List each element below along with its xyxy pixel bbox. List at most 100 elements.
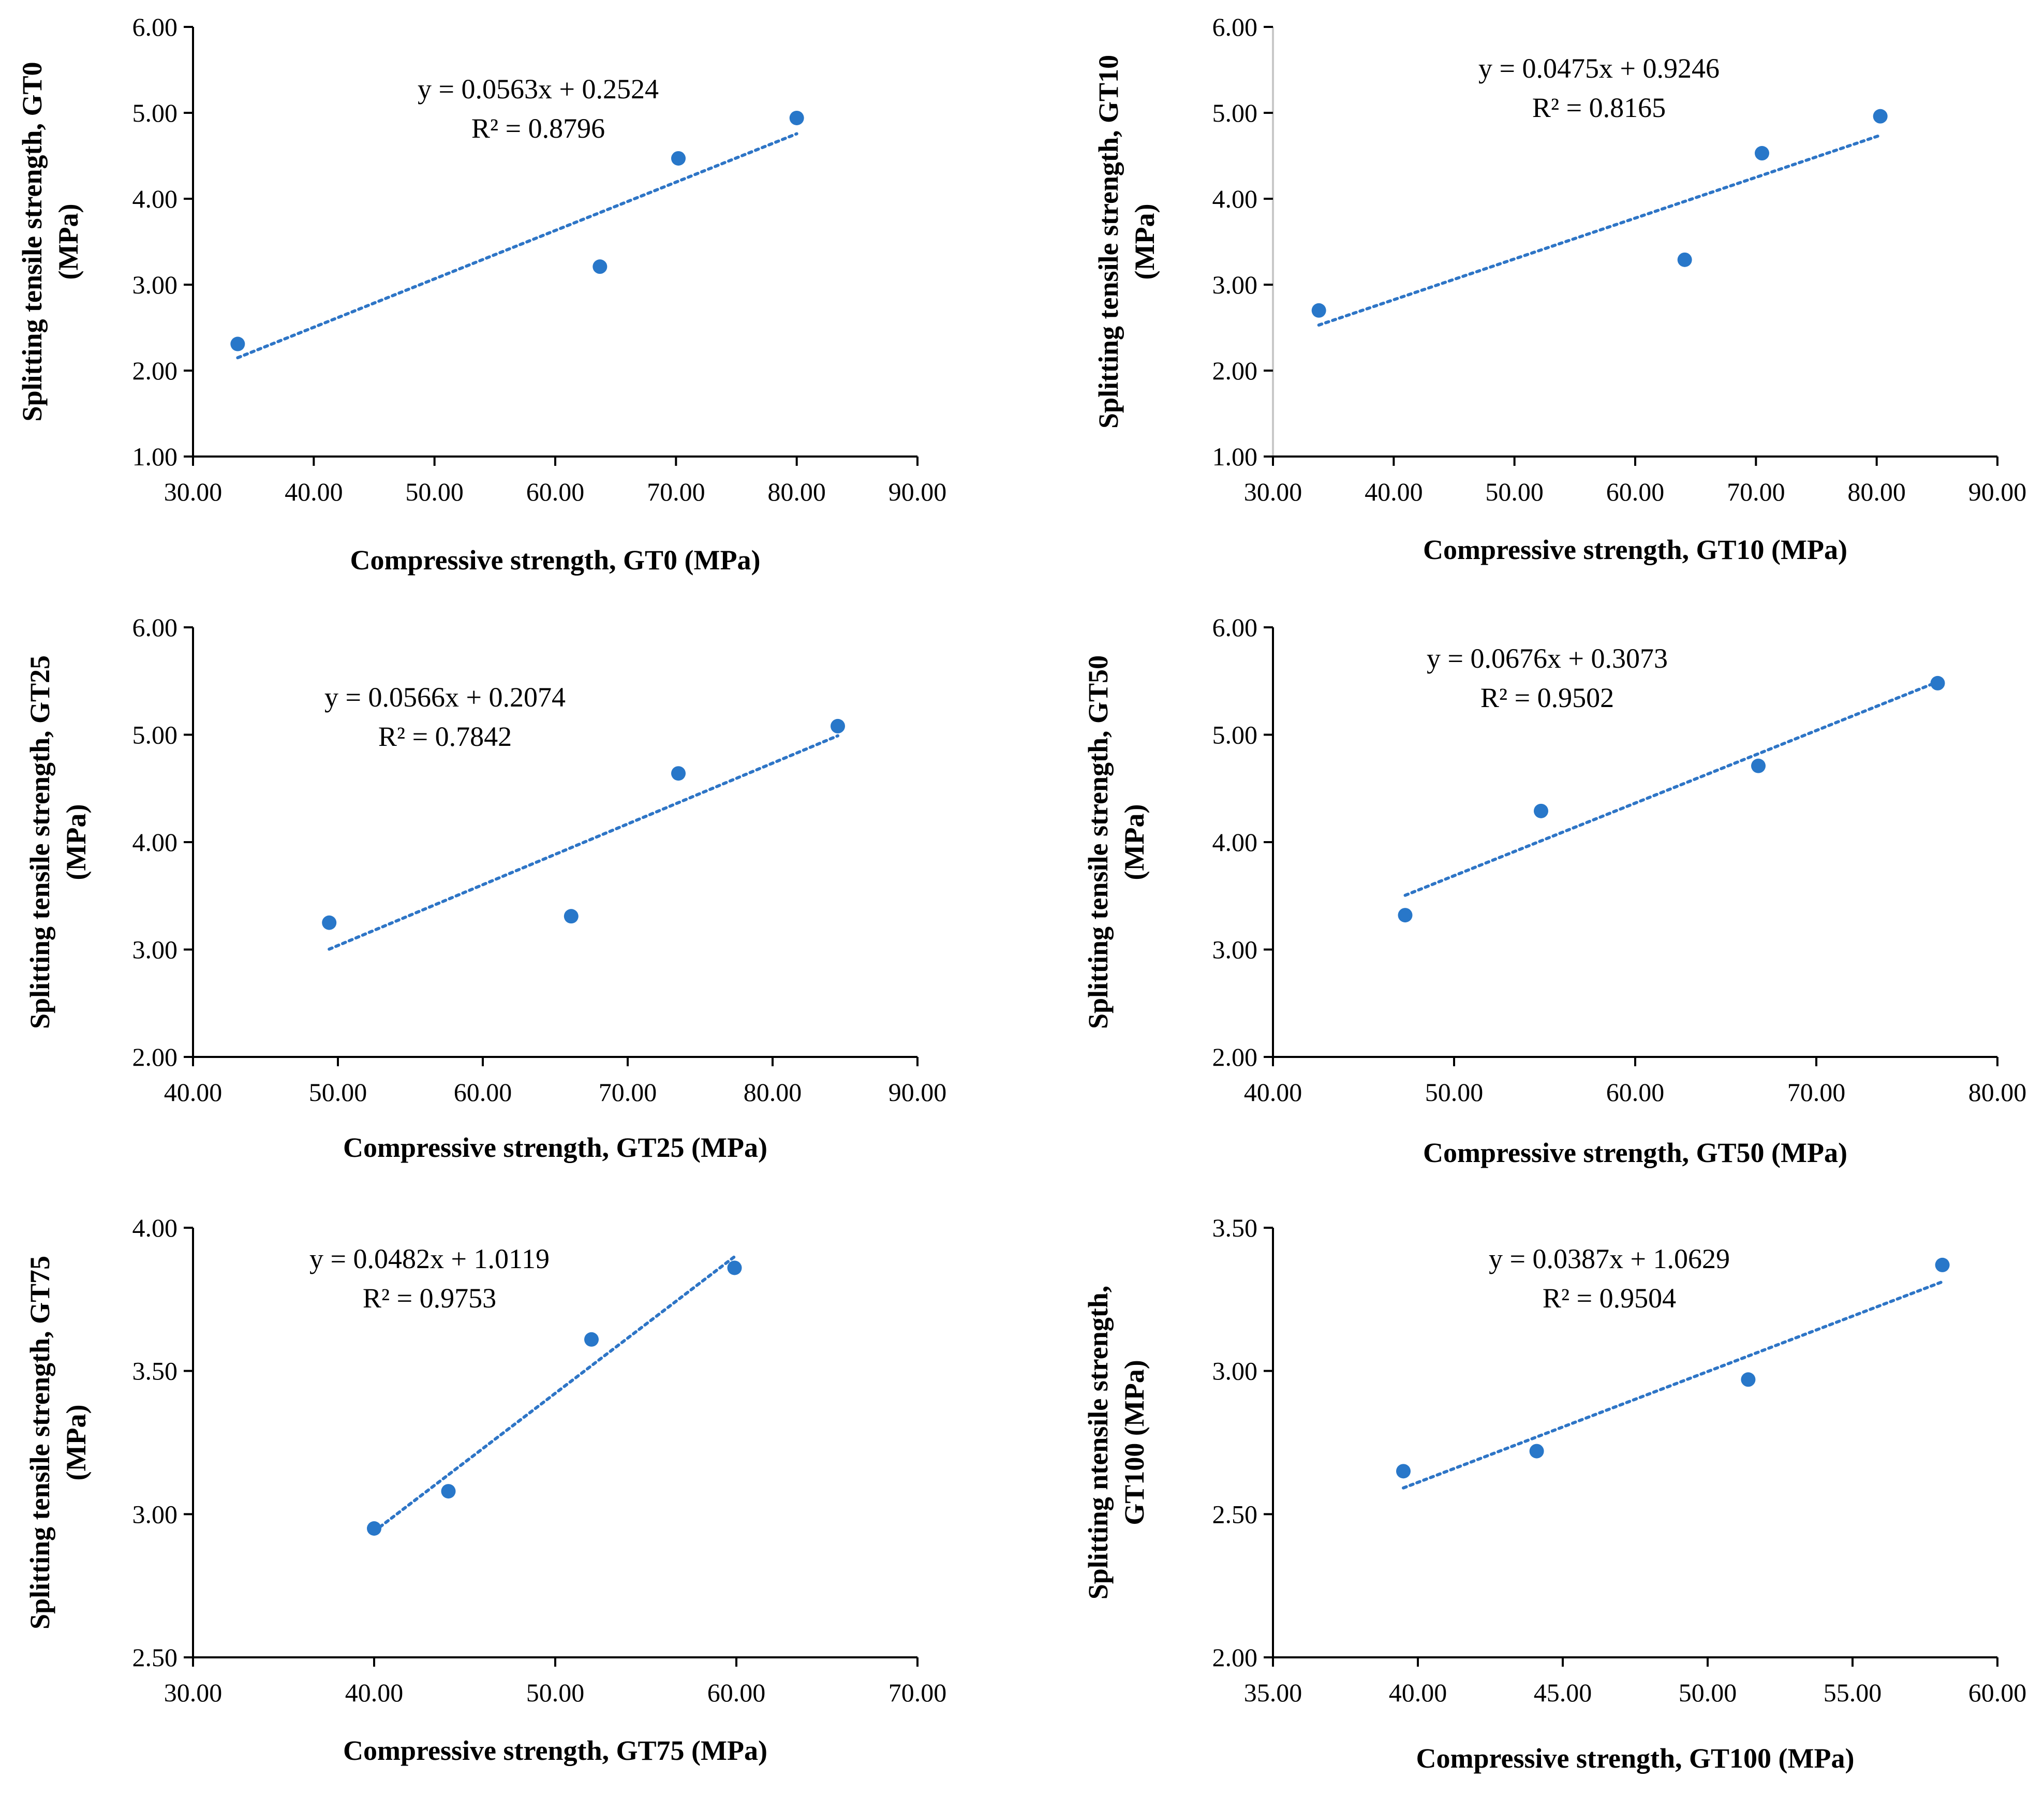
data-point bbox=[584, 1332, 599, 1347]
trendline bbox=[1317, 134, 1882, 327]
data-point bbox=[441, 1484, 456, 1499]
x-tick-label: 60.00 bbox=[1968, 1678, 2027, 1707]
chart-gt25: 2.00 3.00 4.00 5.00 6.00 40.00 50.00 60.00 70.00… bbox=[24, 613, 946, 1163]
y-tick-label: 2.00 bbox=[132, 1042, 178, 1071]
x-tick-label: 40.00 bbox=[1244, 1078, 1302, 1107]
x-tick-label: 70.00 bbox=[888, 1678, 947, 1707]
x-axis-title: Compressive strength, GT0 (MPa) bbox=[350, 545, 761, 576]
data-point bbox=[831, 718, 845, 733]
y-tick-label: 3.00 bbox=[132, 270, 178, 299]
y-tick-label: 6.00 bbox=[132, 12, 178, 41]
chart-gt75: 2.50 3.00 3.50 4.00 30.00 40.00 50.00 60.00 70.0… bbox=[24, 1213, 946, 1766]
data-point bbox=[1930, 675, 1945, 690]
data-point bbox=[1741, 1372, 1756, 1387]
y-tick-label: 5.00 bbox=[1212, 720, 1258, 749]
x-tick-label: 30.00 bbox=[164, 1678, 223, 1707]
y-tick-label: 4.00 bbox=[1212, 828, 1258, 857]
y-tick-label: 2.00 bbox=[1212, 356, 1258, 385]
y-tick-label: 3.00 bbox=[1212, 935, 1258, 964]
x-axis-title: Compressive strength, GT100 (MPa) bbox=[1416, 1743, 1855, 1774]
chart-gt0: 1.00 2.00 3.00 4.00 5.00 6.00 30.00 40.00 50.00 6… bbox=[17, 12, 946, 576]
y-tick-label: 1.00 bbox=[1212, 442, 1258, 471]
y-tick-label: 4.00 bbox=[132, 184, 178, 213]
x-axis-title: Compressive strength, GT25 (MPa) bbox=[343, 1132, 767, 1163]
r-squared-label: R² = 0.9504 bbox=[1543, 1283, 1676, 1314]
x-tick-label: 60.00 bbox=[454, 1078, 512, 1107]
x-tick-label: 40.00 bbox=[345, 1678, 404, 1707]
y-tick-label: 3.00 bbox=[1212, 1357, 1258, 1386]
data-point bbox=[367, 1521, 381, 1536]
y-tick-label: 6.00 bbox=[132, 613, 178, 642]
y-axis-title: (MPa) bbox=[1129, 204, 1160, 280]
data-point bbox=[322, 915, 337, 930]
x-axis-title: Compressive strength, GT10 (MPa) bbox=[1423, 534, 1847, 565]
x-tick-label: 60.00 bbox=[1606, 1078, 1665, 1107]
data-point bbox=[1529, 1444, 1544, 1459]
data-point bbox=[1755, 146, 1769, 161]
x-tick-label: 70.00 bbox=[1727, 477, 1785, 506]
trendline-equation: y = 0.0566x + 0.2074 bbox=[324, 682, 566, 713]
y-axis-title: (MPa) bbox=[53, 204, 84, 280]
trendline bbox=[328, 734, 839, 951]
y-tick-label: 5.00 bbox=[132, 98, 178, 127]
y-tick-label: 6.00 bbox=[1212, 613, 1258, 642]
x-tick-label: 40.00 bbox=[1389, 1678, 1447, 1707]
trendline bbox=[373, 1255, 736, 1533]
x-tick-label: 90.00 bbox=[888, 477, 947, 506]
y-axis-title: GT100 (MPa) bbox=[1119, 1360, 1150, 1525]
x-tick-label: 40.00 bbox=[164, 1078, 223, 1107]
data-point bbox=[671, 766, 686, 781]
x-tick-label: 50.00 bbox=[526, 1678, 585, 1707]
y-tick-label: 3.00 bbox=[132, 1499, 178, 1528]
x-tick-label: 55.00 bbox=[1824, 1678, 1882, 1707]
x-axis-title: Compressive strength, GT75 (MPa) bbox=[343, 1735, 767, 1766]
x-tick-label: 90.00 bbox=[1968, 477, 2027, 506]
x-tick-label: 70.00 bbox=[1787, 1078, 1846, 1107]
x-tick-label: 50.00 bbox=[405, 477, 464, 506]
x-tick-label: 50.00 bbox=[1679, 1678, 1737, 1707]
y-tick-label: 3.50 bbox=[1212, 1213, 1258, 1242]
trendline-equation: y = 0.0475x + 0.9246 bbox=[1478, 53, 1720, 84]
data-point bbox=[789, 110, 804, 125]
y-tick-label: 5.00 bbox=[1212, 98, 1258, 127]
y-tick-label: 1.00 bbox=[132, 442, 178, 471]
x-tick-label: 30.00 bbox=[1244, 477, 1302, 506]
data-point bbox=[564, 909, 579, 924]
y-tick-label: 3.00 bbox=[132, 935, 178, 964]
trendline-equation: y = 0.0676x + 0.3073 bbox=[1427, 643, 1668, 674]
x-tick-label: 40.00 bbox=[285, 477, 343, 506]
y-tick-label: 2.50 bbox=[132, 1643, 178, 1672]
y-tick-label: 4.00 bbox=[132, 1213, 178, 1242]
data-point bbox=[230, 336, 245, 351]
y-axis-title: Splitting tensile strength, GT75 bbox=[24, 1256, 55, 1629]
r-squared-label: R² = 0.7842 bbox=[378, 721, 512, 752]
y-axis-title: Splitting ntensile strength, bbox=[1083, 1286, 1114, 1600]
trendline-equation: y = 0.0387x + 1.0629 bbox=[1489, 1243, 1730, 1274]
y-axis-title: Splitting tensile strength, GT50 bbox=[1083, 655, 1114, 1029]
x-tick-label: 40.00 bbox=[1365, 477, 1423, 506]
x-tick-label: 50.00 bbox=[309, 1078, 367, 1107]
x-tick-label: 80.00 bbox=[1847, 477, 1906, 506]
data-point bbox=[1396, 1464, 1411, 1479]
x-tick-label: 60.00 bbox=[707, 1678, 766, 1707]
x-tick-label: 70.00 bbox=[599, 1078, 657, 1107]
chart-gt50: 2.00 3.00 4.00 5.00 6.00 40.00 50.00 60.00 70.00… bbox=[1083, 613, 2026, 1168]
x-tick-label: 35.00 bbox=[1244, 1678, 1302, 1707]
r-squared-label: R² = 0.8165 bbox=[1532, 92, 1666, 123]
y-axis-title: Splitting tensile strength, GT0 bbox=[17, 62, 48, 421]
y-tick-label: 2.00 bbox=[132, 356, 178, 385]
data-point bbox=[1398, 908, 1413, 923]
y-axis-title: Splitting tensile strength, GT25 bbox=[24, 655, 55, 1029]
y-tick-label: 5.00 bbox=[132, 720, 178, 749]
x-tick-label: 80.00 bbox=[1968, 1078, 2027, 1107]
data-point bbox=[1534, 803, 1548, 818]
y-axis-title: Splitting tensile strength, GT10 bbox=[1093, 55, 1124, 429]
trendline bbox=[236, 132, 798, 360]
data-point bbox=[727, 1260, 742, 1275]
x-tick-label: 30.00 bbox=[164, 477, 223, 506]
data-point bbox=[1935, 1257, 1950, 1272]
chart-gt10: 1.00 2.00 3.00 4.00 5.00 6.00 30.00 40.00 50.00 6… bbox=[1093, 12, 2026, 565]
trendline bbox=[1403, 680, 1939, 897]
x-axis-title: Compressive strength, GT50 (MPa) bbox=[1423, 1137, 1847, 1168]
